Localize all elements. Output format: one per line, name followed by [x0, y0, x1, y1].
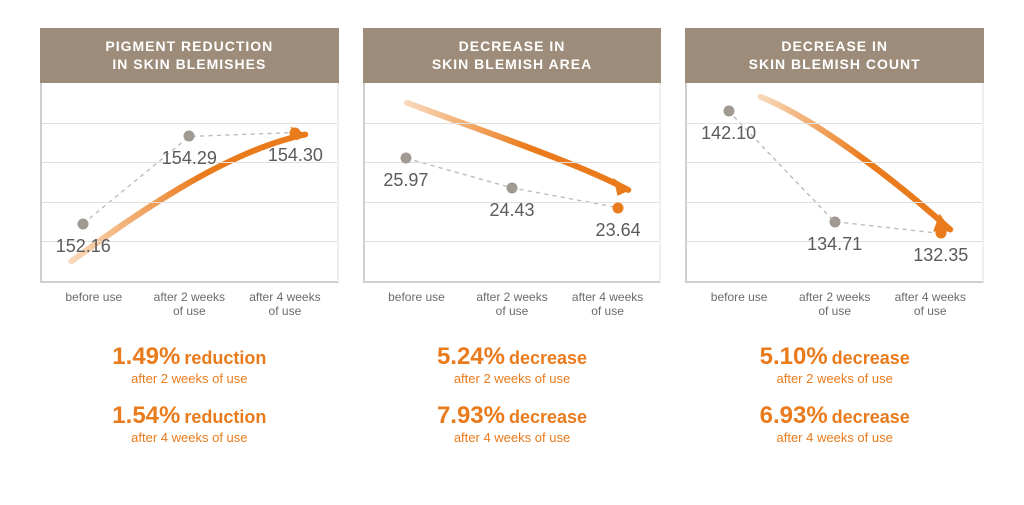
stat-block: 1.54%reduction after 4 weeks of use — [40, 404, 339, 445]
chart-title: PIGMENT REDUCTIONIN SKIN BLEMISHES — [40, 28, 339, 83]
data-label: 152.16 — [56, 236, 111, 257]
stat-word: reduction — [184, 348, 266, 368]
stat-word: decrease — [509, 407, 587, 427]
stat-block: 1.49%reduction after 2 weeks of use — [40, 345, 339, 386]
data-label: 25.97 — [383, 170, 428, 191]
chart-title: DECREASE INSKIN BLEMISH AREA — [363, 28, 662, 83]
stat-sub: after 4 weeks of use — [363, 430, 662, 445]
x-axis: before use after 2 weeksof use after 4 w… — [685, 291, 984, 319]
charts-row: PIGMENT REDUCTIONIN SKIN BLEMISHES 152.1… — [40, 28, 984, 319]
data-point — [507, 182, 518, 193]
stat-col-0: 1.49%reduction after 2 weeks of use 1.54… — [40, 345, 339, 463]
chart-plot: 25.97 24.43 23.64 — [363, 83, 662, 283]
stat-sub: after 4 weeks of use — [40, 430, 339, 445]
data-point — [613, 202, 624, 213]
stat-sub: after 2 weeks of use — [363, 371, 662, 386]
data-label: 154.29 — [162, 148, 217, 169]
chart-plot: 142.10 134.71 132.35 — [685, 83, 984, 283]
x-tick: after 4 weeksof use — [882, 291, 978, 319]
chart-card-0: PIGMENT REDUCTIONIN SKIN BLEMISHES 152.1… — [40, 28, 339, 319]
stat-pct: 6.93% — [760, 402, 828, 429]
stat-block: 7.93%decrease after 4 weeks of use — [363, 404, 662, 445]
x-tick: after 4 weeksof use — [560, 291, 656, 319]
stat-pct: 5.10% — [760, 343, 828, 370]
stat-block: 5.10%decrease after 2 weeks of use — [685, 345, 984, 386]
gridline — [42, 123, 337, 124]
stat-pct: 7.93% — [437, 402, 505, 429]
stat-col-1: 5.24%decrease after 2 weeks of use 7.93%… — [363, 345, 662, 463]
x-tick: after 2 weeksof use — [787, 291, 883, 319]
stat-word: decrease — [509, 348, 587, 368]
gridline — [42, 202, 337, 203]
gridline — [365, 123, 660, 124]
gridline — [365, 241, 660, 242]
chart-plot: 152.16 154.29 154.30 — [40, 83, 339, 283]
x-tick: before use — [46, 291, 142, 319]
gridline — [687, 162, 982, 163]
x-tick: before use — [691, 291, 787, 319]
data-label: 23.64 — [596, 220, 641, 241]
stat-pct: 5.24% — [437, 343, 505, 370]
x-tick: before use — [369, 291, 465, 319]
x-tick: after 2 weeksof use — [142, 291, 238, 319]
stat-block: 6.93%decrease after 4 weeks of use — [685, 404, 984, 445]
stat-pct: 1.49% — [112, 343, 180, 370]
stat-pct: 1.54% — [112, 402, 180, 429]
x-axis: before use after 2 weeksof use after 4 w… — [40, 291, 339, 319]
x-tick: after 2 weeksof use — [464, 291, 560, 319]
data-label: 132.35 — [913, 245, 968, 266]
chart-title: DECREASE INSKIN BLEMISH COUNT — [685, 28, 984, 83]
chart-card-1: DECREASE INSKIN BLEMISH AREA 25.9724.432… — [363, 28, 662, 319]
stat-sub: after 4 weeks of use — [685, 430, 984, 445]
stat-sub: after 2 weeks of use — [40, 371, 339, 386]
data-point — [723, 105, 734, 116]
data-label: 142.10 — [701, 123, 756, 144]
chart-card-2: DECREASE INSKIN BLEMISH COUNT 142.10 134.… — [685, 28, 984, 319]
data-point — [184, 131, 195, 142]
stat-word: decrease — [832, 348, 910, 368]
data-point — [290, 127, 301, 138]
data-label: 24.43 — [489, 200, 534, 221]
data-point — [829, 216, 840, 227]
x-axis: before use after 2 weeksof use after 4 w… — [363, 291, 662, 319]
stat-word: reduction — [184, 407, 266, 427]
infographic-root: PIGMENT REDUCTIONIN SKIN BLEMISHES 152.1… — [0, 0, 1024, 483]
gridline — [687, 202, 982, 203]
stats-row: 1.49%reduction after 2 weeks of use 1.54… — [40, 345, 984, 463]
stat-col-2: 5.10%decrease after 2 weeks of use 6.93%… — [685, 345, 984, 463]
data-point — [935, 228, 946, 239]
stat-sub: after 2 weeks of use — [685, 371, 984, 386]
data-label: 134.71 — [807, 234, 862, 255]
data-label: 154.30 — [268, 145, 323, 166]
stat-word: decrease — [832, 407, 910, 427]
stat-block: 5.24%decrease after 2 weeks of use — [363, 345, 662, 386]
data-point — [400, 153, 411, 164]
data-point — [78, 218, 89, 229]
x-tick: after 4 weeksof use — [237, 291, 333, 319]
